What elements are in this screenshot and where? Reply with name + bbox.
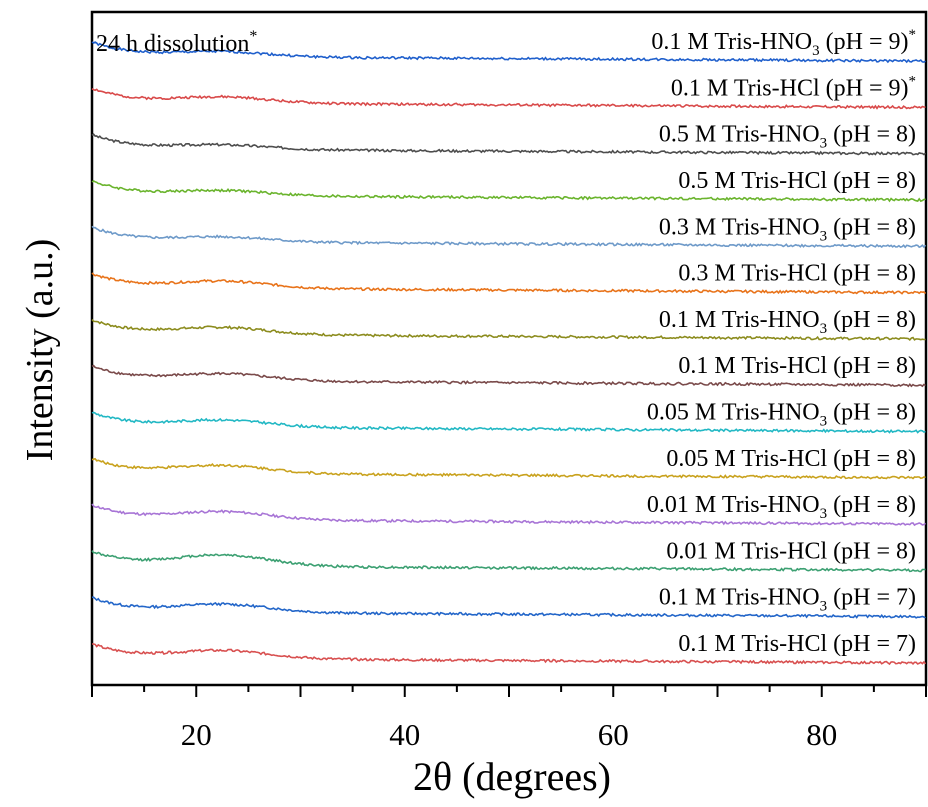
series-labels: 0.1 M Tris-HNO3 (pH = 9)* 0.1 M Tris-HCl … <box>647 27 916 657</box>
series-label: 0.01 M Tris-HCl (pH = 8) <box>666 538 916 564</box>
x-tick-label: 20 <box>181 717 212 752</box>
series-label: 0.01 M Tris-HNO3 (pH = 8) <box>647 492 916 522</box>
series-line <box>91 87 926 110</box>
series-label: 0.3 M Tris-HNO3 (pH = 8) <box>659 214 916 244</box>
series-label: 0.5 M Tris-HCl (pH = 8) <box>678 168 916 194</box>
series-line <box>91 457 926 480</box>
x-axis-title: 2θ (degrees) <box>413 754 611 799</box>
series-line <box>91 179 926 203</box>
series-label: 0.1 M Tris-HCl (pH = 7) <box>678 631 916 657</box>
series-line <box>91 596 926 619</box>
series-label: 0.5 M Tris-HNO3 (pH = 8) <box>659 122 916 152</box>
series-line <box>91 550 926 573</box>
series-label: 0.05 M Tris-HCl (pH = 8) <box>666 446 916 472</box>
series-line <box>92 643 927 666</box>
x-axis-ticks: 20 40 60 80 <box>91 685 927 752</box>
series-line <box>91 319 926 342</box>
series-line <box>91 411 926 434</box>
x-tick-label: 60 <box>598 717 629 752</box>
series-line <box>91 133 927 156</box>
series-traces <box>91 41 927 666</box>
x-tick-label: 40 <box>389 717 420 752</box>
x-tick-label: 80 <box>806 717 837 752</box>
series-line <box>91 503 926 527</box>
series-line <box>91 272 927 295</box>
series-line <box>91 364 926 388</box>
series-line <box>91 225 927 249</box>
series-label: 0.05 M Tris-HNO3 (pH = 8) <box>647 400 916 430</box>
series-label: 0.3 M Tris-HCl (pH = 8) <box>678 261 916 287</box>
series-label: 0.1 M Tris-HCl (pH = 9)* <box>671 73 916 101</box>
series-label: 0.1 M Tris-HNO3 (pH = 9)* <box>651 27 916 59</box>
series-line <box>91 41 926 64</box>
series-label: 0.1 M Tris-HNO3 (pH = 8) <box>659 307 916 337</box>
y-axis-title: Intensity (a.u.) <box>19 239 61 462</box>
series-label: 0.1 M Tris-HCl (pH = 8) <box>678 353 916 379</box>
annotation: 24 h dissolution* <box>96 28 257 57</box>
series-label: 0.1 M Tris-HNO3 (pH = 7) <box>659 585 916 615</box>
